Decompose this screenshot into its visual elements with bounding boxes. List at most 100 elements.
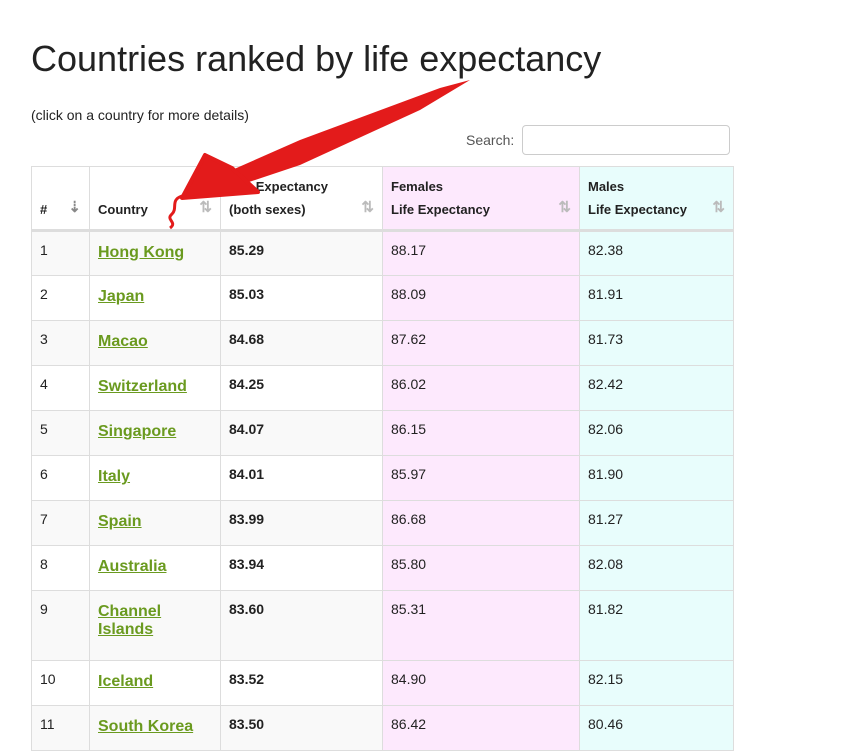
both-cell: 85.03 xyxy=(220,275,383,321)
sort-icon: ⇅ xyxy=(558,199,571,216)
country-link[interactable]: Australia xyxy=(98,558,167,575)
country-link[interactable]: South Korea xyxy=(98,718,194,735)
rank-cell: 11 xyxy=(31,705,90,751)
rank-cell: 8 xyxy=(31,545,90,591)
rank-cell: 1 xyxy=(31,230,90,276)
female-cell: 86.02 xyxy=(382,365,580,411)
header-country[interactable]: Country ⇅ xyxy=(89,166,221,232)
male-cell: 81.73 xyxy=(579,320,734,366)
both-cell: 85.29 xyxy=(220,230,383,276)
male-cell: 82.15 xyxy=(579,660,734,706)
male-cell: 81.91 xyxy=(579,275,734,321)
male-cell: 82.08 xyxy=(579,545,734,591)
country-cell: Iceland xyxy=(89,660,221,706)
male-cell: 82.42 xyxy=(579,365,734,411)
rank-cell: 2 xyxy=(31,275,90,321)
both-cell: 83.50 xyxy=(220,705,383,751)
country-cell: Macao xyxy=(89,320,221,366)
rank-cell: 10 xyxy=(31,660,90,706)
rank-cell: 6 xyxy=(31,455,90,501)
country-cell: Switzerland xyxy=(89,365,221,411)
female-cell: 87.62 xyxy=(382,320,580,366)
country-link[interactable]: Hong Kong xyxy=(98,244,185,261)
male-cell: 80.46 xyxy=(579,705,734,751)
header-males[interactable]: Males Life Expectancy ⇅ xyxy=(579,166,734,232)
male-cell: 81.27 xyxy=(579,500,734,546)
rank-cell: 9 xyxy=(31,590,90,661)
female-cell: 86.42 xyxy=(382,705,580,751)
female-cell: 88.17 xyxy=(382,230,580,276)
both-cell: 83.52 xyxy=(220,660,383,706)
header-male-line1: Males xyxy=(588,179,625,194)
female-cell: 85.97 xyxy=(382,455,580,501)
country-link[interactable]: Macao xyxy=(98,333,148,350)
country-cell: Hong Kong xyxy=(89,230,221,276)
table-row: 3 Macao 84.68 87.62 81.73 xyxy=(31,320,734,366)
country-link[interactable]: Iceland xyxy=(98,673,154,690)
search-box: Search: xyxy=(466,125,731,155)
both-cell: 83.94 xyxy=(220,545,383,591)
table-row: 10 Iceland 83.52 84.90 82.15 xyxy=(31,660,734,706)
header-females[interactable]: Females Life Expectancy ⇅ xyxy=(382,166,580,232)
rank-cell: 3 xyxy=(31,320,90,366)
rank-cell: 5 xyxy=(31,410,90,456)
both-cell: 83.60 xyxy=(220,590,383,661)
female-cell: 86.68 xyxy=(382,500,580,546)
country-link[interactable]: Italy xyxy=(98,468,131,485)
rank-cell: 4 xyxy=(31,365,90,411)
header-both-line2: (both sexes) xyxy=(229,202,306,217)
female-cell: 86.15 xyxy=(382,410,580,456)
female-cell: 85.31 xyxy=(382,590,580,661)
rank-cell: 7 xyxy=(31,500,90,546)
header-fem-line2: Life Expectancy xyxy=(391,202,490,217)
country-link[interactable]: Singapore xyxy=(98,423,177,440)
table-row: 7 Spain 83.99 86.68 81.27 xyxy=(31,500,734,546)
male-cell: 82.06 xyxy=(579,410,734,456)
table-row: 9 Channel Islands 83.60 85.31 81.82 xyxy=(31,590,734,661)
subtitle: (click on a country for more details) xyxy=(31,107,249,123)
header-country-label: Country xyxy=(98,202,148,217)
country-cell: South Korea xyxy=(89,705,221,751)
table-row: 2 Japan 85.03 88.09 81.91 xyxy=(31,275,734,321)
header-both-line1: Life Expectancy xyxy=(229,179,328,194)
both-cell: 84.07 xyxy=(220,410,383,456)
table-row: 11 South Korea 83.50 86.42 80.46 xyxy=(31,705,734,751)
country-link[interactable]: Channel Islands xyxy=(98,603,162,638)
sort-asc-icon: ⇣ xyxy=(68,199,81,216)
table-row: 5 Singapore 84.07 86.15 82.06 xyxy=(31,410,734,456)
header-fem-line1: Females xyxy=(391,179,444,194)
header-rank-label: # xyxy=(40,202,48,217)
both-cell: 84.68 xyxy=(220,320,383,366)
country-cell: Australia xyxy=(89,545,221,591)
male-cell: 81.82 xyxy=(579,590,734,661)
both-cell: 83.99 xyxy=(220,500,383,546)
sort-icon: ⇅ xyxy=(712,199,725,216)
female-cell: 84.90 xyxy=(382,660,580,706)
country-cell: Italy xyxy=(89,455,221,501)
country-cell: Spain xyxy=(89,500,221,546)
country-cell: Channel Islands xyxy=(89,590,221,661)
header-male-line2: Life Expectancy xyxy=(588,202,687,217)
both-cell: 84.01 xyxy=(220,455,383,501)
header-rank[interactable]: # ⇣ xyxy=(31,166,90,232)
country-cell: Japan xyxy=(89,275,221,321)
country-link[interactable]: Spain xyxy=(98,513,142,530)
page-title: Countries ranked by life expectancy xyxy=(31,38,602,79)
header-both[interactable]: Life Expectancy (both sexes) ⇅ xyxy=(220,166,383,232)
male-cell: 81.90 xyxy=(579,455,734,501)
both-cell: 84.25 xyxy=(220,365,383,411)
sort-icon: ⇅ xyxy=(199,199,212,216)
table-row: 1 Hong Kong 85.29 88.17 82.38 xyxy=(31,230,734,276)
female-cell: 88.09 xyxy=(382,275,580,321)
search-label: Search: xyxy=(466,132,515,148)
search-input[interactable] xyxy=(522,125,731,155)
country-link[interactable]: Japan xyxy=(98,288,145,305)
table-row: 8 Australia 83.94 85.80 82.08 xyxy=(31,545,734,591)
male-cell: 82.38 xyxy=(579,230,734,276)
table-row: 4 Switzerland 84.25 86.02 82.42 xyxy=(31,365,734,411)
country-cell: Singapore xyxy=(89,410,221,456)
table-row: 6 Italy 84.01 85.97 81.90 xyxy=(31,455,734,501)
female-cell: 85.80 xyxy=(382,545,580,591)
country-link[interactable]: Switzerland xyxy=(98,378,187,395)
life-expectancy-table: # ⇣ Country ⇅ Life Expectancy (both sexes) ⇅… xyxy=(31,166,734,751)
